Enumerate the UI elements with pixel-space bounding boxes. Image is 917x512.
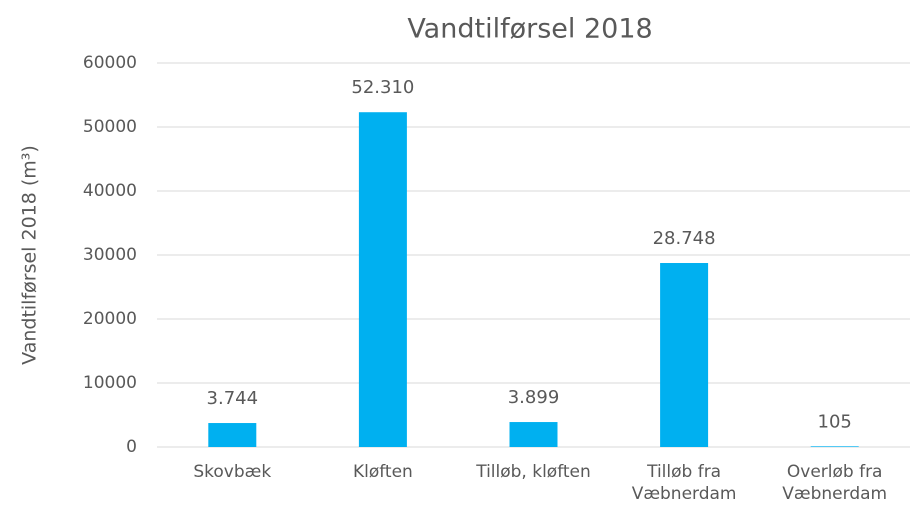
x-tick-label: Tilløb fra Væbnerdam <box>631 462 737 504</box>
bar <box>660 263 709 447</box>
bar <box>509 422 558 447</box>
y-tick-label: 40000 <box>83 181 137 201</box>
x-tick-label: Overløb fra Væbnerdam <box>782 462 888 504</box>
x-tick-label: Tilløb, kløften <box>476 462 591 482</box>
y-tick-label: 20000 <box>83 309 137 329</box>
y-tick-label: 50000 <box>83 117 137 137</box>
bar <box>358 112 407 447</box>
data-label: 105 <box>818 411 852 432</box>
bar <box>208 423 257 447</box>
y-axis-label: Vandtilførsel 2018 (m³) <box>19 145 41 365</box>
data-label: 3.899 <box>508 387 560 408</box>
chart-title: Vandtilførsel 2018 <box>407 14 652 45</box>
data-label: 3.744 <box>207 388 259 409</box>
y-tick-label: 60000 <box>83 53 137 73</box>
bar <box>810 446 859 447</box>
x-tick-label: Kløften <box>352 462 413 482</box>
y-tick-label: 10000 <box>83 373 137 393</box>
data-label: 28.748 <box>653 228 716 249</box>
y-tick-label: 30000 <box>83 245 137 265</box>
data-label: 52.310 <box>351 77 414 98</box>
x-tick-label: Skovbæk <box>193 462 272 482</box>
y-tick-label: 0 <box>126 437 137 457</box>
